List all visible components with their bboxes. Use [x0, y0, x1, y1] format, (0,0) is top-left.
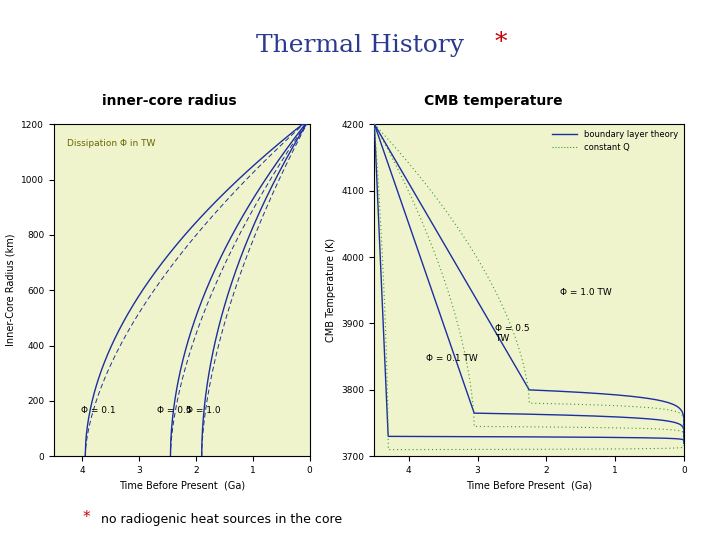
X-axis label: Time Before Present  (Ga): Time Before Present (Ga) — [466, 481, 593, 490]
Y-axis label: Inner-Core Radius (km): Inner-Core Radius (km) — [6, 234, 16, 347]
Text: no radiogenic heat sources in the core: no radiogenic heat sources in the core — [97, 514, 342, 526]
Text: Φ = 1.0 TW: Φ = 1.0 TW — [560, 288, 612, 297]
Y-axis label: CMB Temperature (K): CMB Temperature (K) — [326, 238, 336, 342]
Text: *: * — [494, 31, 507, 53]
Text: *: * — [83, 510, 91, 525]
Text: CMB temperature: CMB temperature — [424, 94, 562, 108]
Text: Φ = 0.5
TW: Φ = 0.5 TW — [495, 324, 529, 343]
Text: Φ = 0.1: Φ = 0.1 — [81, 406, 116, 415]
Text: Dissipation Φ in TW: Dissipation Φ in TW — [67, 139, 155, 148]
Text: inner-core radius: inner-core radius — [102, 94, 236, 108]
Text: Φ = 0.5: Φ = 0.5 — [157, 406, 192, 415]
Text: Φ = 0.1 TW: Φ = 0.1 TW — [426, 354, 478, 363]
Text: Thermal History: Thermal History — [256, 35, 464, 57]
Text: Φ = 1.0: Φ = 1.0 — [186, 406, 220, 415]
Legend: boundary layer theory, constant Q: boundary layer theory, constant Q — [549, 127, 682, 156]
X-axis label: Time Before Present  (Ga): Time Before Present (Ga) — [119, 481, 245, 490]
